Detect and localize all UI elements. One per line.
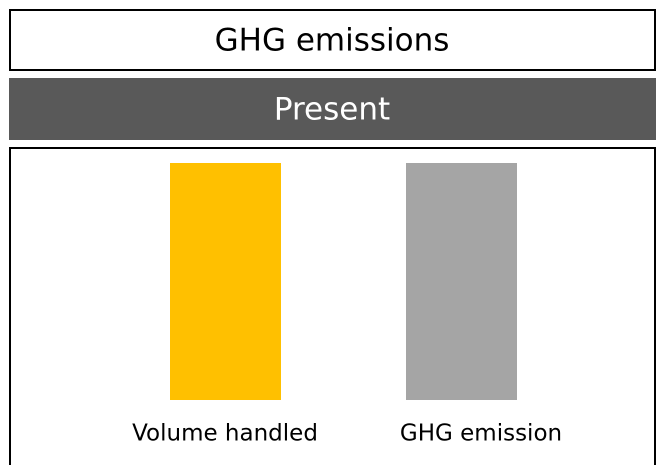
items: Volume handled GHG emission: [132, 163, 562, 447]
bar: [170, 163, 281, 400]
bar-label: GHG emission: [400, 421, 562, 447]
content-box: [9, 147, 656, 466]
title-box: [9, 9, 656, 71]
subtitle-band: [9, 78, 656, 140]
bar-label: Volume handled: [132, 421, 318, 447]
title: GHG emissions: [215, 23, 450, 59]
subtitle: Present: [274, 92, 390, 128]
bar: [406, 163, 517, 400]
